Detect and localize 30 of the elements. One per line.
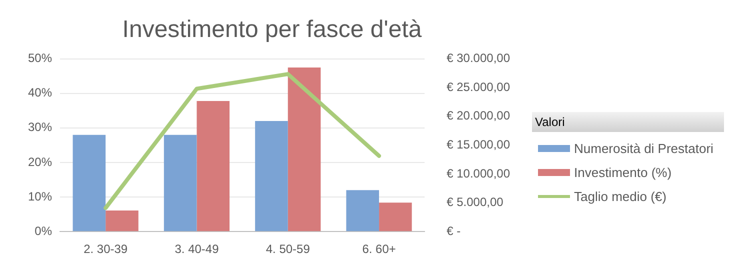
legend-label: Investimento (%) [574, 165, 672, 180]
y2-tick-label: € 20.000,00 [446, 108, 510, 123]
bar [288, 67, 321, 232]
bar [346, 190, 380, 232]
x-tick-label: 4. 50-59 [266, 242, 310, 256]
y2-tick-label: € - [446, 224, 461, 238]
bar [196, 100, 230, 232]
bar [106, 210, 138, 232]
y2-tick-label: € 10.000,00 [446, 166, 510, 180]
y-tick-label: 0% [34, 224, 52, 238]
x-tick-label: 2. 30-39 [84, 242, 128, 256]
x-tick-label: 3. 40-49 [174, 242, 220, 256]
y-tick-label: 40% [28, 86, 52, 100]
bar [255, 121, 288, 232]
legend-label: Numerosità di Prestatori [574, 141, 714, 156]
x-tick-label: 6. 60+ [362, 242, 396, 256]
y2-tick-label: € 5.000,00 [446, 195, 504, 210]
y-tick-label: 20% [28, 154, 52, 169]
legend-label: Taglio medio (€) [574, 189, 666, 204]
y-tick-label: 30% [28, 120, 52, 134]
y2-tick-label: € 30.000,00 [446, 51, 510, 66]
y2-tick-label: € 25.000,00 [446, 80, 510, 94]
legend-title: Valori [532, 112, 724, 132]
bar [379, 202, 412, 232]
bar [164, 134, 197, 232]
bar [72, 134, 106, 232]
y-tick-label: 10% [28, 189, 52, 204]
y-tick-label: 50% [28, 51, 52, 66]
y2-tick-label: € 15.000,00 [446, 138, 510, 152]
chart-title: Investimento per fasce d'età [122, 16, 422, 44]
